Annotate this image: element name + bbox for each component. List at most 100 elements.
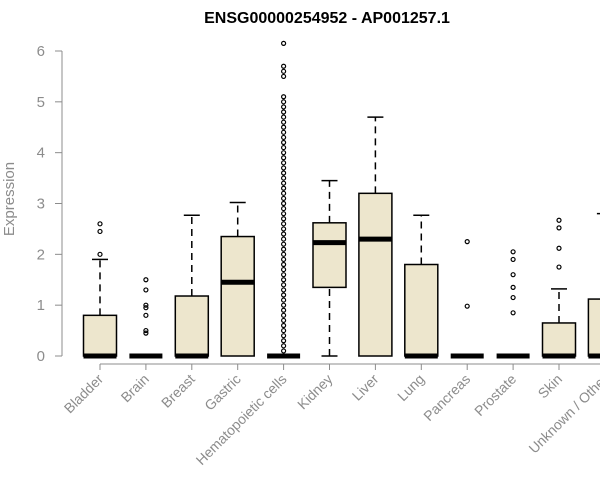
outlier-point: [510, 294, 516, 301]
box-group: [358, 116, 393, 357]
box-group: [220, 201, 255, 357]
x-tick-label: Kidney: [294, 371, 336, 413]
outlier-point: [281, 205, 287, 212]
outlier-point: [281, 109, 287, 115]
box-body: [312, 222, 347, 289]
outlier-point: [281, 99, 287, 105]
outlier-point: [556, 225, 562, 231]
x-tick-label: Breast: [158, 371, 198, 411]
outlier-point: [281, 327, 287, 334]
box-group: [82, 221, 118, 359]
outlier-point: [556, 245, 562, 251]
outlier-point: [281, 150, 287, 156]
outlier-point: [281, 287, 287, 293]
box-group: [587, 212, 600, 359]
outlier-point: [510, 256, 516, 263]
outlier-point: [281, 175, 287, 181]
x-tick-label: Prostate: [471, 371, 519, 419]
outlier-point: [281, 246, 287, 252]
outlier-point: [143, 312, 149, 318]
y-tick-label: 3: [37, 196, 45, 213]
outlier-point: [556, 217, 562, 223]
outlier-point: [281, 292, 287, 298]
x-tick-label: Pancreas: [420, 371, 473, 424]
box-group: [312, 179, 347, 357]
outlier-point: [510, 284, 516, 290]
outlier-point: [97, 221, 103, 227]
y-tick-label: 6: [37, 43, 45, 60]
outlier-point: [281, 195, 287, 202]
box-group: [129, 277, 163, 359]
outlier-point: [281, 241, 287, 247]
outlier-point: [281, 165, 287, 171]
outlier-point: [281, 114, 287, 120]
outlier-point: [281, 216, 287, 222]
outlier-point: [281, 302, 287, 308]
y-tick-label: 5: [37, 94, 45, 111]
outlier-point: [281, 160, 287, 166]
outlier-point: [281, 94, 287, 100]
outlier-point: [281, 236, 287, 242]
box-group: [174, 214, 210, 359]
outlier-point: [281, 139, 287, 146]
outlier-point: [464, 303, 470, 309]
outlier-point: [281, 312, 287, 318]
outlier-point: [97, 251, 103, 257]
outlier-point: [281, 190, 287, 196]
outlier-point: [281, 73, 287, 80]
box-group: [450, 239, 484, 359]
outlier-point: [281, 272, 287, 278]
outlier-point: [556, 264, 562, 270]
outlier-point: [281, 40, 287, 46]
outlier-point: [281, 317, 287, 324]
outlier-point: [281, 129, 287, 135]
x-tick-label: Lung: [394, 371, 427, 404]
x-tick-label: Skin: [535, 371, 566, 402]
outlier-point: [281, 251, 287, 257]
outlier-point: [281, 144, 287, 151]
box-body: [404, 263, 439, 357]
y-axis-label: Expression: [1, 162, 18, 236]
x-tick-label: Hematopoietic cells: [193, 371, 290, 468]
outlier-point: [281, 180, 287, 186]
box-body: [82, 314, 118, 357]
box-group: [404, 214, 439, 359]
outlier-point: [281, 338, 287, 344]
box-group: [267, 40, 301, 359]
outlier-point: [281, 277, 287, 283]
box-body: [220, 235, 255, 357]
outlier-point: [281, 261, 287, 268]
outlier-point: [281, 348, 287, 354]
outlier-point: [281, 322, 287, 329]
outlier-point: [281, 200, 287, 207]
box-body: [174, 295, 210, 357]
outlier-point: [143, 302, 149, 308]
x-tick-label: Liver: [349, 371, 382, 404]
outlier-point: [281, 68, 287, 74]
outlier-point: [281, 226, 287, 232]
box-group: [496, 249, 530, 359]
outlier-point: [281, 63, 287, 69]
box-body: [541, 322, 577, 357]
outlier-point: [281, 231, 287, 237]
boxes: [82, 40, 600, 359]
outlier-point: [510, 272, 516, 278]
outlier-point: [281, 185, 287, 191]
outlier-point: [281, 104, 287, 110]
y-tick-label: 2: [37, 246, 45, 263]
y-tick-label: 1: [37, 297, 45, 314]
outlier-point: [510, 249, 516, 255]
outlier-point: [281, 155, 287, 161]
outlier-point: [281, 119, 287, 125]
outlier-point: [143, 330, 149, 336]
outlier-point: [281, 256, 287, 263]
outlier-point: [281, 333, 287, 339]
outlier-point: [143, 277, 149, 283]
x-tick-label: Gastric: [201, 371, 244, 414]
outlier-point: [281, 307, 287, 313]
outlier-point: [281, 134, 287, 141]
chart-title: ENSG00000254952 - AP001257.1: [204, 10, 450, 27]
y-tick-label: 0: [37, 348, 45, 365]
x-tick-label: Brain: [118, 371, 152, 405]
